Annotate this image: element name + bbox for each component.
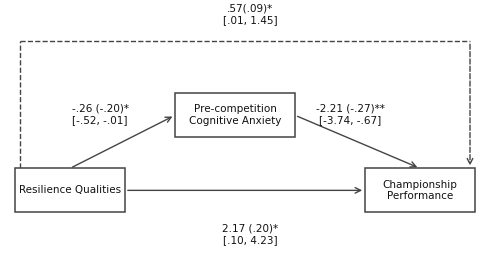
FancyBboxPatch shape bbox=[365, 168, 475, 212]
Text: -2.21 (-.27)**
[-3.74, -.67]: -2.21 (-.27)** [-3.74, -.67] bbox=[316, 103, 384, 125]
Text: -.26 (-.20)*
[-.52, -.01]: -.26 (-.20)* [-.52, -.01] bbox=[72, 103, 128, 125]
FancyBboxPatch shape bbox=[15, 168, 125, 212]
Text: Pre-competition
Cognitive Anxiety: Pre-competition Cognitive Anxiety bbox=[189, 104, 281, 126]
Text: 2.17 (.20)*
[.10, 4.23]: 2.17 (.20)* [.10, 4.23] bbox=[222, 224, 278, 245]
Text: .57(.09)*
[.01, 1.45]: .57(.09)* [.01, 1.45] bbox=[222, 4, 278, 25]
FancyBboxPatch shape bbox=[175, 93, 295, 137]
Text: Championship
Performance: Championship Performance bbox=[382, 179, 458, 201]
Text: Resilience Qualities: Resilience Qualities bbox=[19, 185, 121, 195]
